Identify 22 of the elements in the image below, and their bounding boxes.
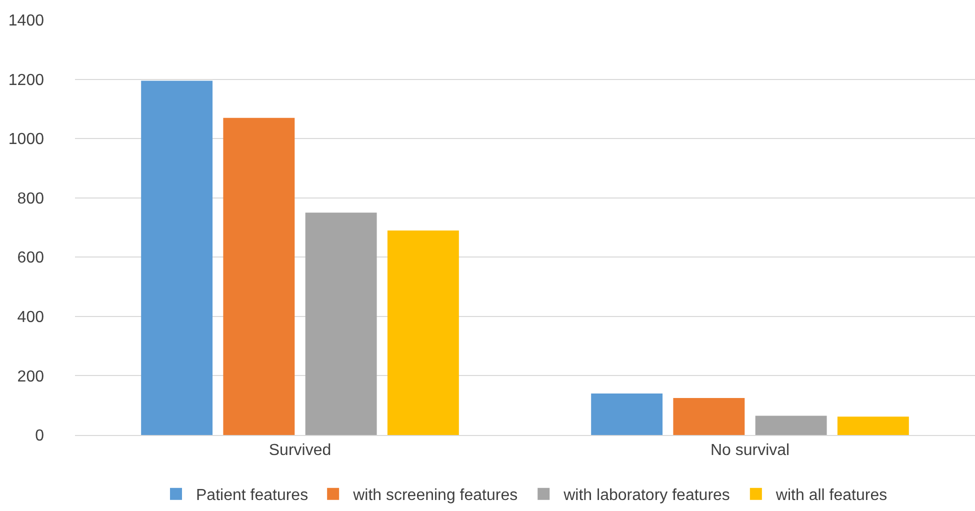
y-tick-label: 1000 xyxy=(8,131,44,148)
bar xyxy=(305,212,377,435)
bar xyxy=(387,230,459,435)
legend-label: with screening features xyxy=(352,487,518,504)
y-tick-label: 800 xyxy=(17,190,44,208)
bar xyxy=(837,416,909,435)
y-tick-label: 1200 xyxy=(8,72,44,89)
y-tick-label: 0 xyxy=(35,428,44,445)
bar xyxy=(673,398,745,435)
bar xyxy=(591,394,663,435)
x-tick-label: Survived xyxy=(268,442,332,460)
y-tick-label: 1400 xyxy=(8,12,44,30)
bar xyxy=(755,416,827,435)
y-tick-label: 200 xyxy=(17,368,44,386)
legend-label: with all features xyxy=(774,487,888,504)
legend-label: with laboratory features xyxy=(562,487,730,504)
legend-label: Patient features xyxy=(196,487,308,504)
y-tick-label: 600 xyxy=(17,250,44,267)
bar xyxy=(223,118,295,435)
x-tick-label: No survival xyxy=(710,442,790,460)
bar xyxy=(141,80,213,435)
y-tick-label: 400 xyxy=(17,309,44,326)
